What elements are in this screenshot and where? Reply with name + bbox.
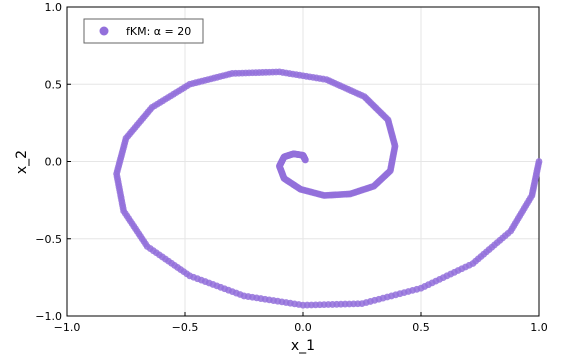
y-tick-label: 1.0 xyxy=(45,1,63,14)
y-axis-label: x_2 xyxy=(14,150,30,174)
series-layer xyxy=(113,68,543,309)
x-tick-label: 0.0 xyxy=(294,321,312,334)
y-axis: −1.0 −0.5 0.0 0.5 1.0 xyxy=(35,1,71,323)
y-tick-label: −0.5 xyxy=(35,233,62,246)
x-axis: −1.0 −0.5 0.0 0.5 1.0 xyxy=(54,312,548,334)
x-tick-label: 0.5 xyxy=(412,321,430,334)
x-axis-label: x_1 xyxy=(291,338,315,354)
legend-marker xyxy=(99,26,109,36)
x-tick-label: 1.0 xyxy=(530,321,548,334)
y-tick-label: −1.0 xyxy=(35,310,62,323)
y-tick-label: 0.0 xyxy=(45,156,63,169)
x-tick-label: −1.0 xyxy=(54,321,81,334)
data-point xyxy=(301,156,309,164)
legend-label: fKM: α = 20 xyxy=(126,25,191,38)
x-tick-label: −0.5 xyxy=(172,321,199,334)
legend: fKM: α = 20 xyxy=(83,18,204,44)
y-tick-label: 0.5 xyxy=(45,78,63,91)
